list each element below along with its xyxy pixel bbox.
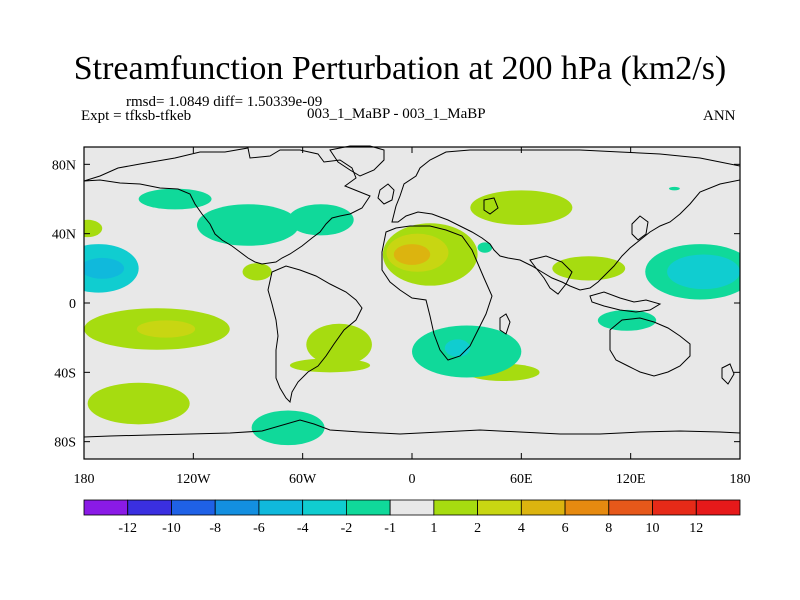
anomaly-south-pacific-pos-core xyxy=(136,320,196,338)
stats-label: rmsd= 1.0849 diff= 1.50339e-09 xyxy=(126,94,323,110)
lat-label: 40S xyxy=(54,366,76,381)
anomaly-pac-north-pos-west xyxy=(84,219,103,238)
colorbar: -12 -10 -8 -6 -4 -2 -1 1 2 4 6 8 10 12 xyxy=(83,499,741,536)
colorbar-label: -10 xyxy=(162,521,181,536)
anomaly-africa-europe-pos-core xyxy=(393,244,431,265)
colorbar-swatch xyxy=(214,499,260,516)
colorbar-swatch xyxy=(127,499,172,516)
colorbar-swatch xyxy=(564,499,610,516)
coastline-australia xyxy=(609,317,691,377)
lon-label: 120E xyxy=(616,472,646,487)
lat-label: 0 xyxy=(69,297,76,312)
colorbar-label: -4 xyxy=(297,521,309,536)
coastline-japan xyxy=(631,215,649,241)
coastline-eurasia xyxy=(391,149,741,291)
period-label: ANN xyxy=(703,108,736,124)
coastline-indonesia xyxy=(589,291,662,313)
colorbar-swatch xyxy=(477,499,522,516)
colorbar-label: -2 xyxy=(341,521,353,536)
anomaly-pac-north-neg xyxy=(138,188,212,210)
coastline-new-zealand xyxy=(721,363,735,385)
colorbar-label: 10 xyxy=(646,521,660,536)
anomaly-siberia-pos xyxy=(470,190,573,226)
colorbar-swatch xyxy=(171,499,216,516)
colorbar-swatch xyxy=(608,499,653,516)
axis-ticks: 80N 40N 0 40S 80S 180 120W 60W 0 60E 120E 180 xyxy=(52,147,751,487)
coastline-layer xyxy=(83,145,741,438)
comparison-label: 003_1_MaBP - 003_1_MaBP xyxy=(307,106,486,122)
coastline-uk xyxy=(377,183,395,205)
anomaly-south-america-pos xyxy=(306,323,372,366)
map-title: Streamfunction Perturbation at 200 hPa (… xyxy=(73,50,727,87)
colorbar-swatch xyxy=(520,499,566,516)
anomaly-pac-east-neg-core xyxy=(667,254,740,290)
coastline-caspian xyxy=(483,197,499,215)
colorbar-swatch xyxy=(345,499,391,516)
anomaly-southern-indian-pos xyxy=(87,382,190,425)
anomaly-atlantic-neg xyxy=(288,204,354,236)
lon-label: 60W xyxy=(289,472,317,487)
anomaly-south-africa-neg-core xyxy=(444,339,471,357)
colorbar-label: 8 xyxy=(605,521,612,536)
anomaly-pac-far-east-small xyxy=(668,186,680,191)
coastline-north-america xyxy=(83,147,371,265)
anomaly-pac-west-neg-core xyxy=(84,257,125,279)
colorbar-label: 1 xyxy=(430,521,437,536)
colorbar-label: -6 xyxy=(253,521,265,536)
coastline-india xyxy=(529,255,573,295)
lon-label: 180 xyxy=(730,472,751,487)
anomaly-pac-center-neg xyxy=(196,204,300,246)
colorbar-swatch xyxy=(389,499,435,516)
lon-label: 0 xyxy=(409,472,416,487)
lon-label: 180 xyxy=(74,472,95,487)
colorbar-label: 6 xyxy=(562,521,569,536)
lon-label: 60E xyxy=(510,472,533,487)
coastline-greenland xyxy=(329,145,385,177)
lat-label: 80S xyxy=(54,436,76,451)
anomaly-australia-neg xyxy=(597,309,657,331)
anomaly-red-sea-neg xyxy=(477,242,493,253)
coastline-africa xyxy=(381,225,493,361)
colorbar-label: 2 xyxy=(474,521,481,536)
colorbar-swatch xyxy=(652,499,697,516)
colorbar-swatch xyxy=(258,499,304,516)
anomaly-mexico-pos xyxy=(242,263,272,281)
anomaly-south-atlantic-pos xyxy=(289,358,371,373)
experiment-label: Expt = tfksb-tfkeb xyxy=(81,108,192,124)
colorbar-label: 4 xyxy=(518,521,525,536)
anomaly-antarctic-neg xyxy=(251,410,325,446)
colorbar-swatch xyxy=(695,499,741,516)
colorbar-label: 12 xyxy=(689,521,703,536)
coastline-antarctica xyxy=(83,419,741,438)
lat-label: 40N xyxy=(52,228,76,243)
colorbar-label: -1 xyxy=(384,521,396,536)
colorbar-label: -8 xyxy=(209,521,221,536)
colorbar-swatch xyxy=(83,499,129,516)
coastline-south-america xyxy=(267,265,363,404)
anomaly-asia-pos xyxy=(552,256,626,281)
lon-label: 120W xyxy=(176,472,211,487)
coastline-madagascar xyxy=(499,313,511,335)
colorbar-swatch xyxy=(302,499,347,516)
colorbar-swatch xyxy=(433,499,479,516)
lat-label: 80N xyxy=(52,158,76,173)
colorbar-label: -12 xyxy=(118,521,137,536)
